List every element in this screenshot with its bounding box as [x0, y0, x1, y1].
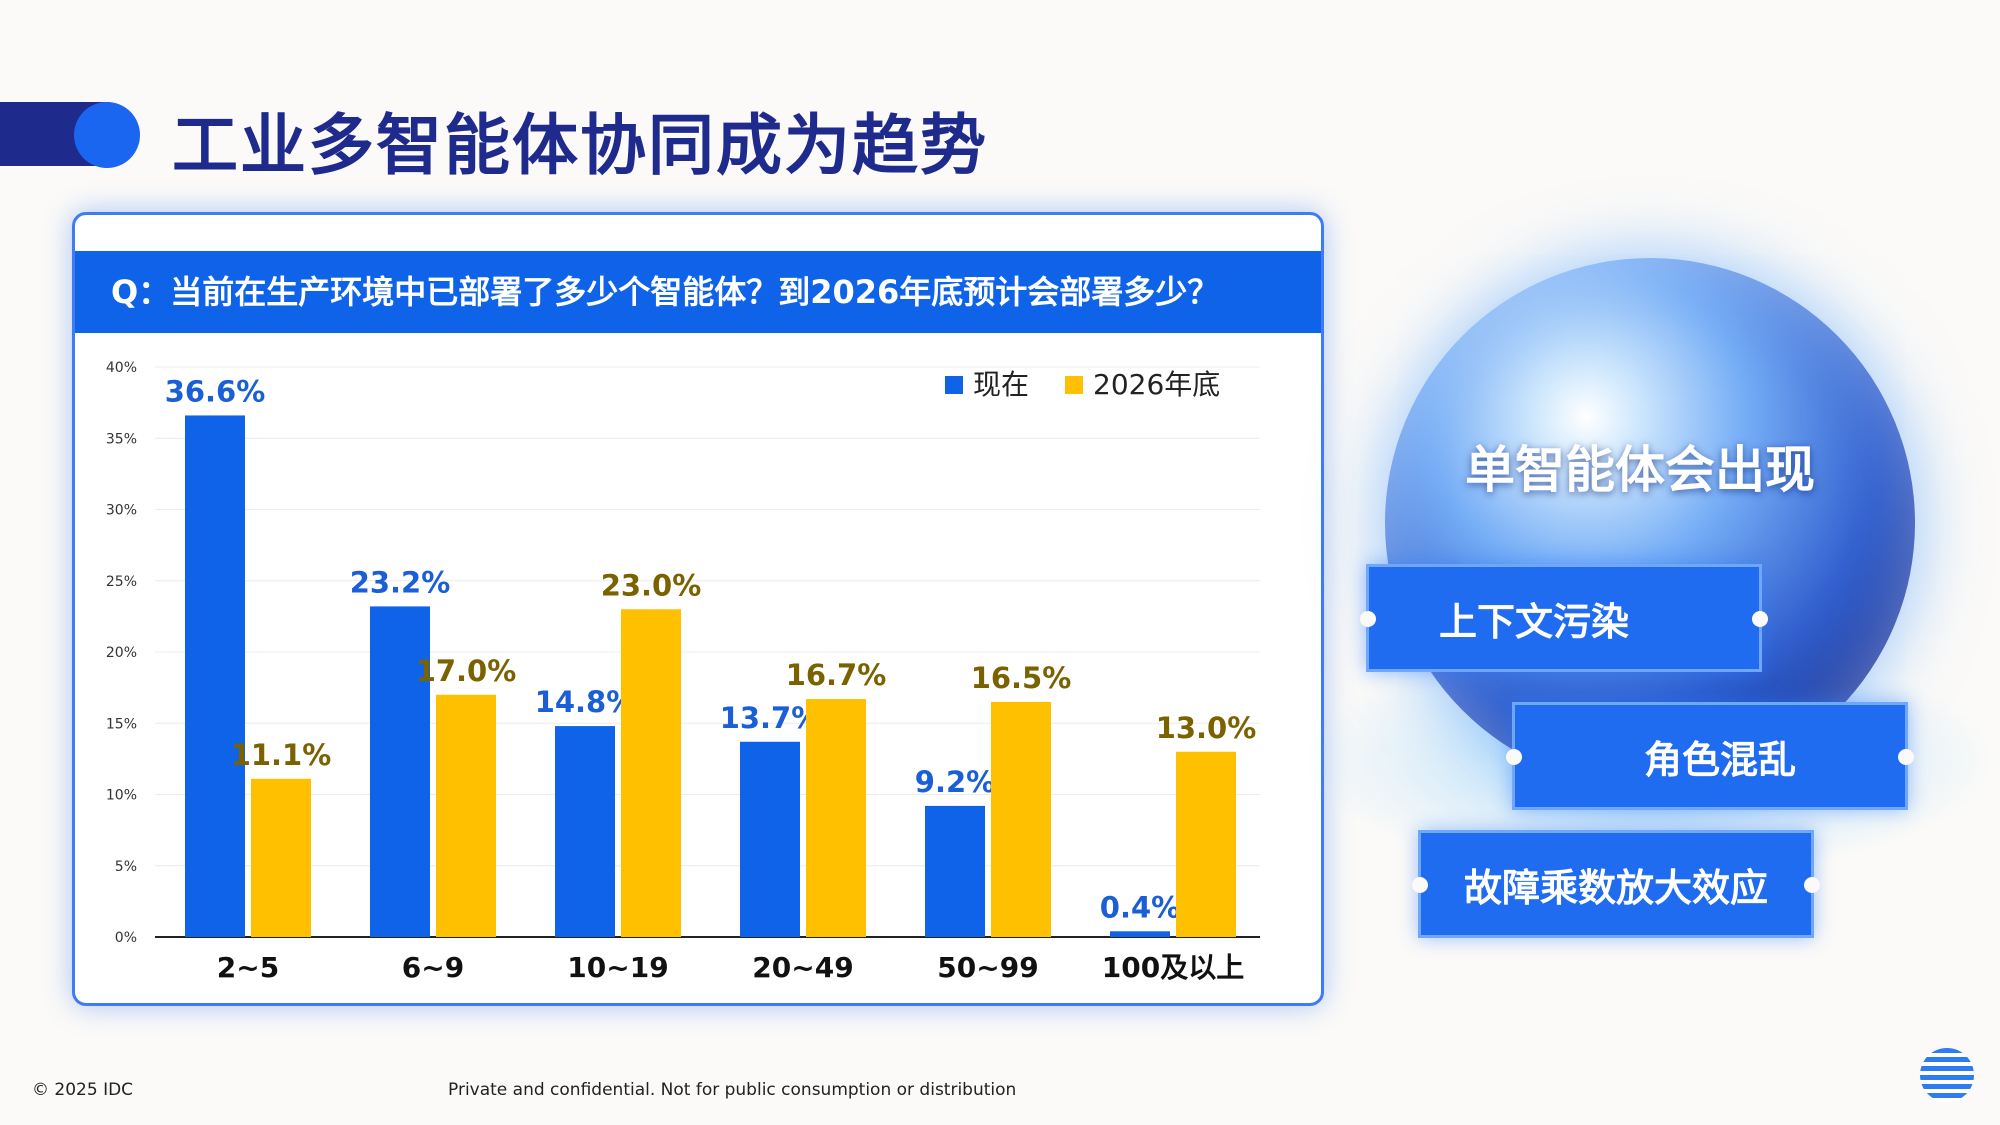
tag-context-pollution: 上下文污染	[1360, 564, 1768, 672]
y-tick-label: 40%	[106, 360, 137, 376]
x-tick-label: 20~49	[752, 951, 853, 984]
data-label-2026: 16.5%	[971, 661, 1072, 695]
y-tick-label: 20%	[106, 645, 137, 661]
question-text: Q：当前在生产环境中已部署了多少个智能体？到2026年底预计会部署多少？	[75, 251, 1321, 333]
sphere-caption: 单智能体会出现	[1465, 441, 1815, 499]
page-title: 工业多智能体协同成为趋势	[172, 107, 988, 184]
tag-label: 故障乘数放大效应	[1463, 865, 1768, 910]
data-label-2026: 11.1%	[231, 738, 332, 772]
data-label-2026: 23.0%	[601, 568, 702, 602]
bar-2026-3	[806, 699, 866, 937]
bar-now-5	[1110, 931, 1170, 937]
data-label-2026: 16.7%	[786, 658, 887, 692]
y-tick-label: 10%	[106, 788, 137, 804]
bar-2026-5	[1176, 751, 1236, 937]
data-label-now: 0.4%	[1100, 890, 1180, 924]
bar-now-3	[740, 741, 800, 937]
bar-2026-2	[621, 609, 681, 937]
tag-notch-left	[1360, 611, 1376, 627]
tag-notch-left	[1506, 749, 1522, 765]
y-tick-label: 15%	[106, 716, 137, 732]
x-tick-label: 100及以上	[1102, 951, 1244, 984]
data-label-now: 9.2%	[915, 765, 995, 799]
title-accent-dot	[74, 102, 140, 168]
bar-now-2	[555, 726, 615, 937]
tag-label: 角色混乱	[1643, 737, 1796, 782]
bar-now-1	[370, 606, 430, 937]
tag-notch-left	[1412, 877, 1428, 893]
legend-swatch-2026	[1065, 376, 1083, 394]
bar-2026-0	[251, 778, 311, 937]
x-tick-label: 10~19	[567, 951, 668, 984]
data-label-now: 23.2%	[350, 565, 451, 599]
data-label-2026: 17.0%	[416, 654, 517, 688]
y-tick-label: 35%	[106, 431, 137, 447]
chart-card: Q：当前在生产环境中已部署了多少个智能体？到2026年底预计会部署多少？ 0% 5…	[72, 212, 1324, 1006]
tag-role-confusion: 角色混乱	[1506, 702, 1914, 810]
y-tick-label: 5%	[115, 859, 137, 875]
data-label-now: 36.6%	[165, 374, 266, 408]
bar-now-0	[185, 415, 245, 937]
bar-2026-1	[436, 694, 496, 937]
tag-notch-right	[1898, 749, 1914, 765]
x-tick-label: 6~9	[402, 951, 464, 984]
legend-swatch-now	[945, 376, 963, 394]
idc-logo-icon	[1920, 1048, 1974, 1102]
y-tick-label: 30%	[106, 503, 137, 519]
bar-now-4	[925, 805, 985, 937]
y-tick-label: 25%	[106, 574, 137, 590]
x-tick-label: 50~99	[937, 951, 1038, 984]
tag-fault-multiplier: 故障乘数放大效应	[1412, 830, 1820, 938]
data-label-now: 14.8%	[535, 685, 636, 719]
data-label-now: 13.7%	[720, 701, 821, 735]
y-tick-label: 0%	[115, 930, 137, 946]
tag-notch-right	[1804, 877, 1820, 893]
data-label-2026: 13.0%	[1156, 711, 1257, 745]
legend-label-2026: 2026年底	[1093, 368, 1220, 401]
tag-label: 上下文污染	[1438, 599, 1629, 644]
sphere-decoration	[1385, 258, 1915, 788]
confidential-notice: Private and confidential. Not for public…	[448, 1080, 1017, 1100]
legend-label-now: 现在	[973, 368, 1029, 401]
bar-chart: 0% 5% 10% 15% 20% 25% 30% 35% 40% 36.6% 11.1% 2~5 23…	[106, 360, 1260, 984]
bar-2026-4	[991, 701, 1051, 937]
tag-notch-right	[1752, 611, 1768, 627]
copyright: © 2025 IDC	[32, 1080, 134, 1100]
x-tick-label: 2~5	[217, 951, 279, 984]
